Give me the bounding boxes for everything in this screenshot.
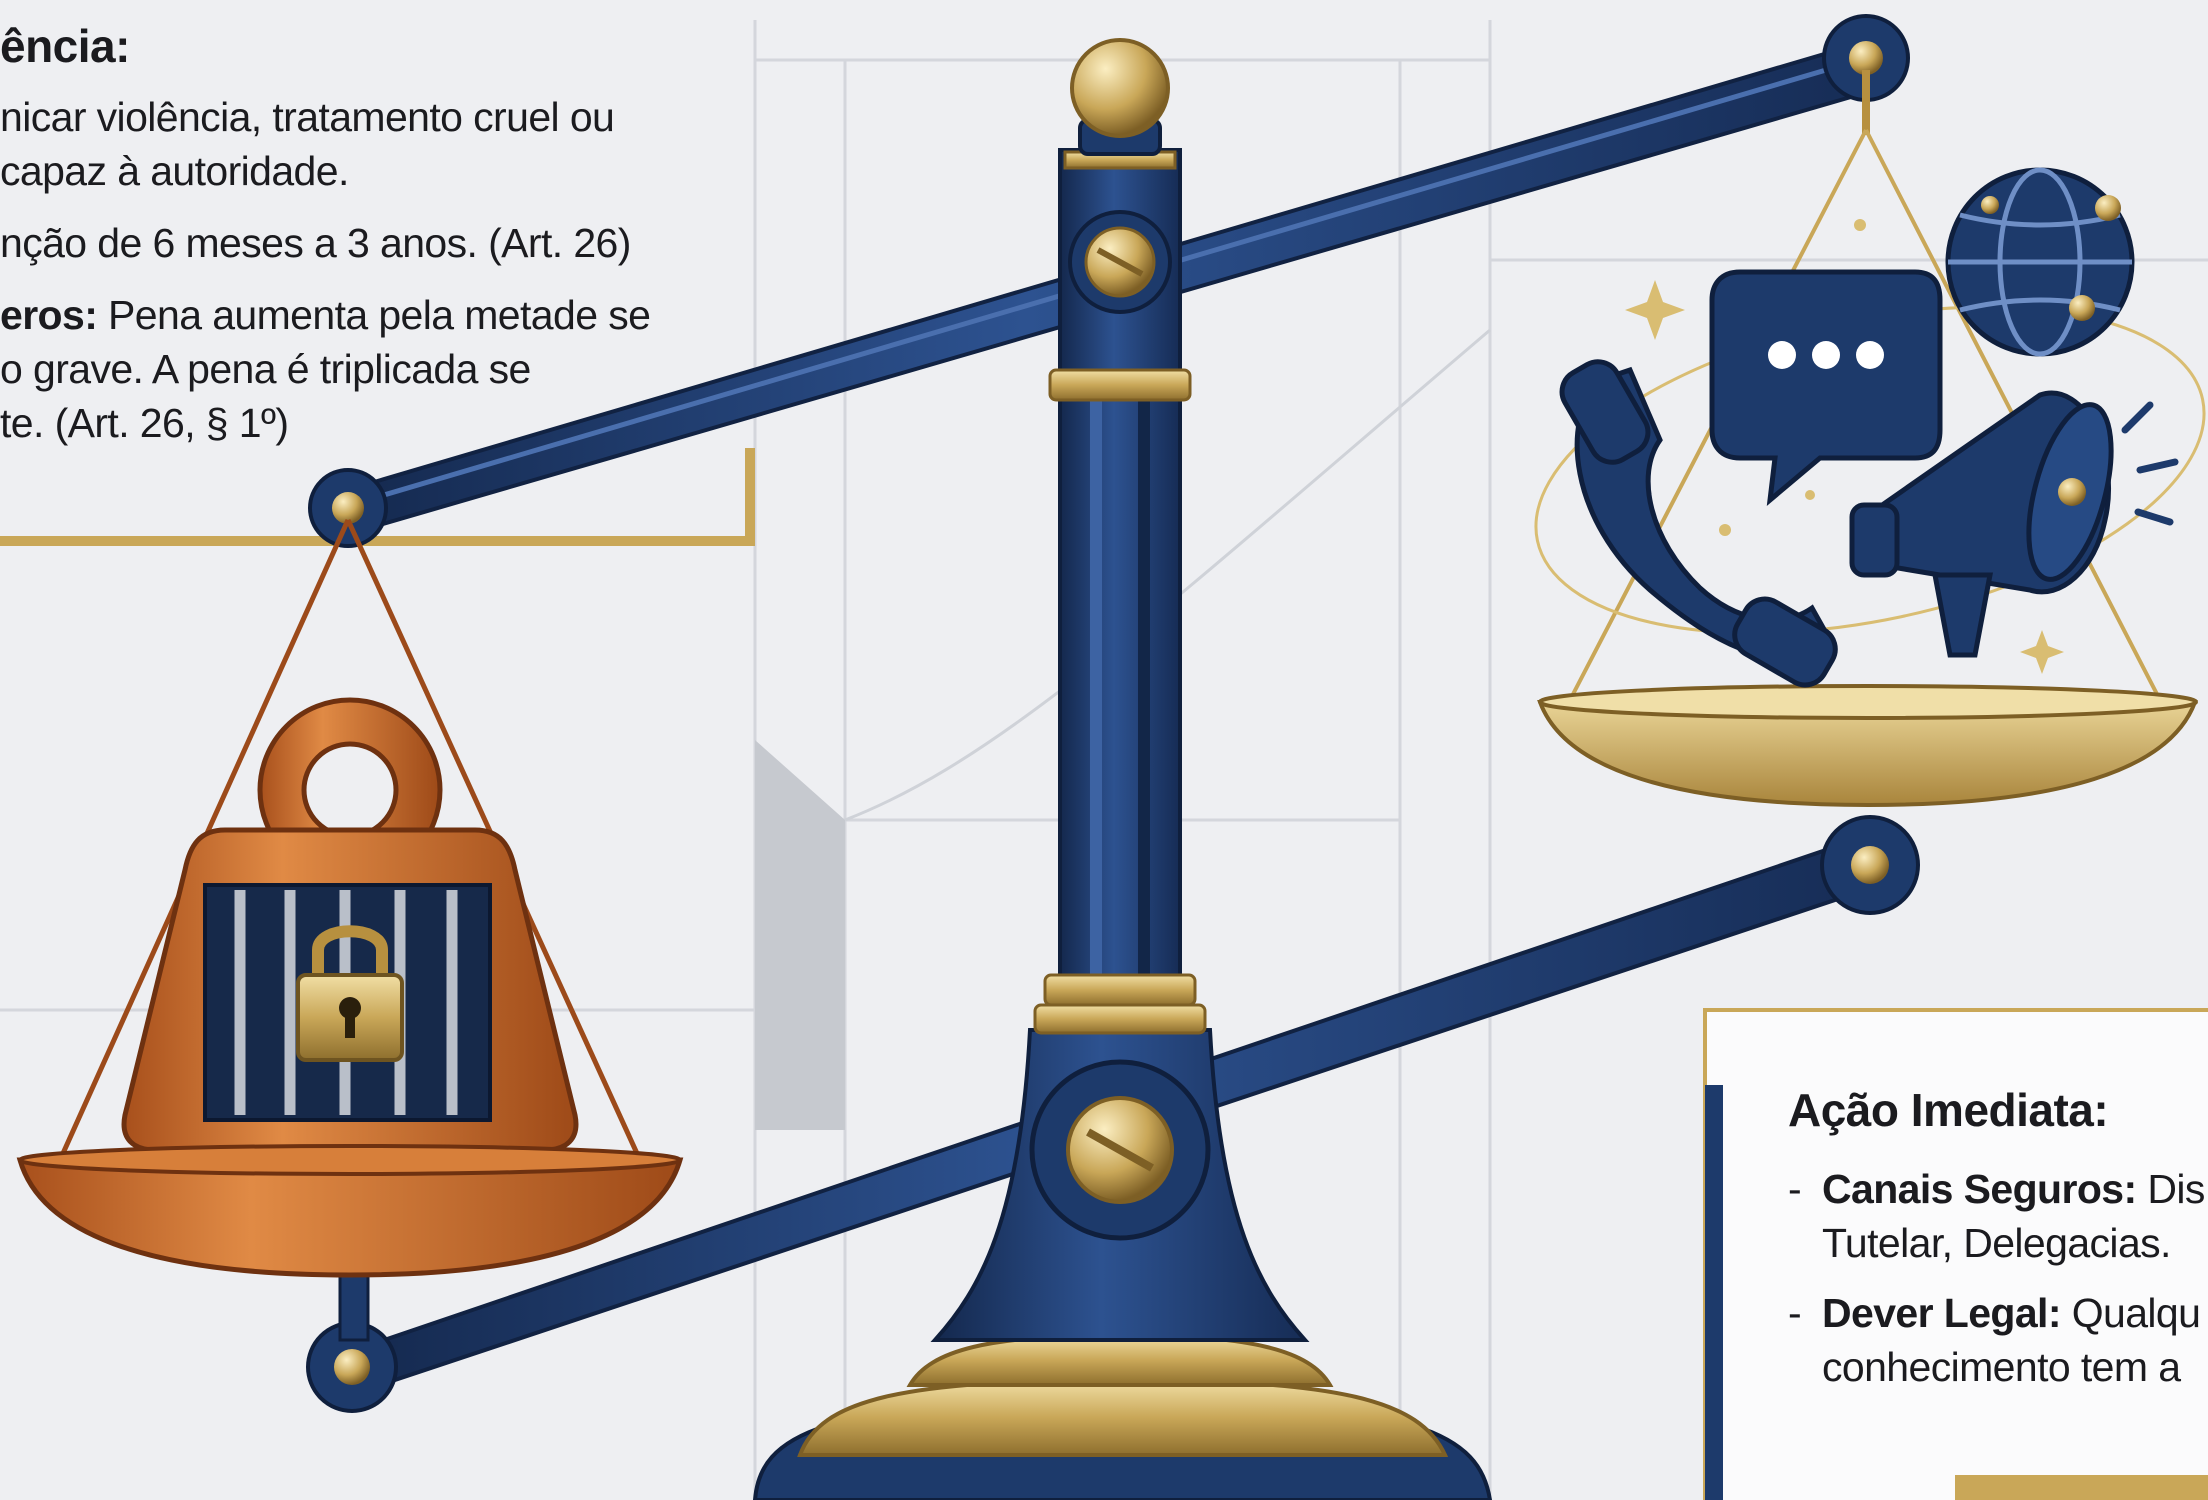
aggravating-line-1: eros: Pena aumenta pela metade se: [0, 288, 720, 342]
action-item-1-text: Dis: [2136, 1166, 2205, 1212]
phone-icon: [1559, 359, 1838, 688]
action-item-1-label: Canais Seguros:: [1822, 1166, 2137, 1212]
weight-icon: [16, 518, 684, 1278]
scale-icon: [752, 38, 1493, 1500]
megaphone-icon: [1849, 390, 2179, 658]
aggravating-line-3: te. (Art. 26, § 1º): [0, 400, 289, 446]
background-gold-bar: [0, 536, 755, 546]
action-item-2: - Dever Legal: Qualqu conhecimento tem a: [1788, 1286, 2208, 1394]
immediate-action-heading: Ação Imediata:: [1788, 1084, 2109, 1136]
penalty-line-3: nção de 6 meses a 3 anos. (Art. 26): [0, 220, 631, 266]
action-item-1: - Canais Seguros: Dis Tutelar, Delegacia…: [1788, 1162, 2208, 1270]
background-triangle: [755, 740, 845, 1130]
background-gold-post: [745, 448, 755, 546]
chat-bubble-icon: [1709, 269, 1943, 506]
penalty-line-1: nicar violência, tratamento cruel ou: [0, 94, 615, 140]
penalty-info-panel: ência: nicar violência, tratamento cruel…: [0, 16, 720, 450]
bullet-dash: -: [1788, 1290, 1802, 1336]
immediate-action-card: Ação Imediata: - Canais Seguros: Dis Tut…: [1788, 1080, 2208, 1394]
right-pan: [1534, 70, 2206, 808]
penalty-line-2: capaz à autoridade.: [0, 148, 349, 194]
action-item-2-label: Dever Legal:: [1822, 1290, 2062, 1336]
penalty-heading: ência:: [0, 20, 130, 72]
bullet-dash: -: [1788, 1166, 1802, 1212]
aggravating-label: eros:: [0, 292, 98, 338]
padlock-icon: [296, 925, 404, 1062]
action-item-2-text: Qualqu: [2060, 1290, 2201, 1336]
action-item-2-line2: conhecimento tem a: [1822, 1344, 2181, 1390]
aggravating-line-2: o grave. A pena é triplicada se: [0, 346, 531, 392]
action-item-1-line2: Tutelar, Delegacias.: [1822, 1220, 2171, 1266]
aggravating-text: Pena aumenta pela metade se: [97, 292, 651, 338]
globe-icon: [1945, 167, 2135, 357]
beam-knobs: [306, 14, 1920, 1413]
info-card-frame: [1703, 1008, 2208, 1500]
